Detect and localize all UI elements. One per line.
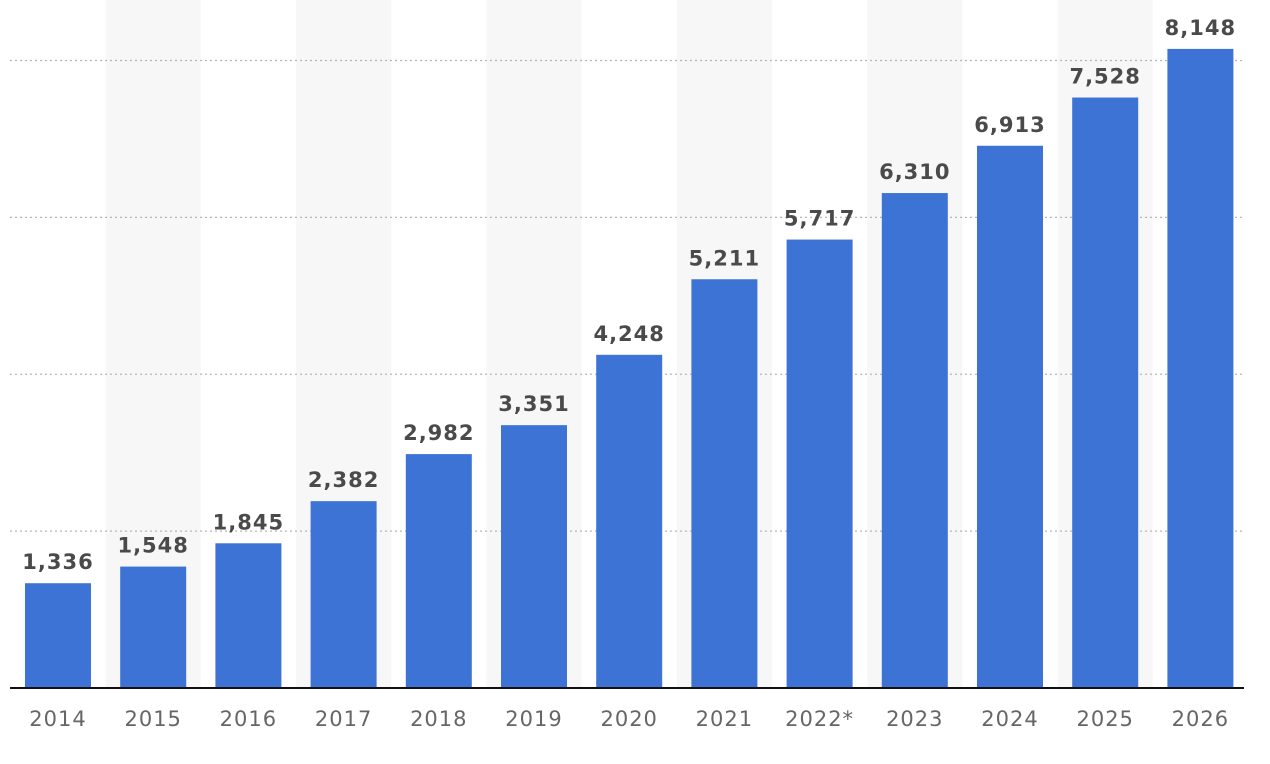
x-tick-label: 2023 (886, 707, 943, 731)
value-label: 1,336 (22, 550, 93, 574)
x-tick-label: 2019 (505, 707, 562, 731)
x-tick-label: 2025 (1076, 707, 1133, 731)
value-label: 3,351 (498, 392, 569, 416)
bars (25, 48, 1234, 689)
value-label: 8,148 (1165, 16, 1236, 40)
value-label: 6,310 (879, 160, 950, 184)
x-tick-label: 2018 (410, 707, 467, 731)
value-label: 2,982 (403, 421, 474, 445)
x-tick-label: 2026 (1172, 707, 1229, 731)
bar-2021 (691, 279, 758, 688)
x-tick-label: 2015 (124, 707, 181, 731)
bar-2020 (596, 354, 663, 688)
bar-2022 (786, 239, 853, 688)
x-tick-label: 2021 (696, 707, 753, 731)
bar-2015 (120, 566, 187, 688)
bar-2019 (501, 425, 567, 688)
bar-2023 (881, 193, 948, 688)
x-tick-label: 2016 (220, 707, 277, 731)
x-tick-label: 2014 (29, 707, 86, 731)
x-tick-label: 2020 (600, 707, 657, 731)
value-label: 5,717 (784, 207, 855, 231)
x-tick-label: 2024 (981, 707, 1038, 731)
bar-2026 (1167, 48, 1234, 689)
value-label: 4,248 (593, 322, 664, 346)
bar-2016 (215, 543, 282, 688)
value-label: 1,548 (117, 534, 188, 558)
value-label: 5,211 (689, 246, 760, 270)
bar-2025 (1072, 97, 1139, 688)
value-label: 6,913 (974, 113, 1045, 137)
value-labels: 1,336 1,548 1,845 2,382 2,982 3,351 4,248 5,211… (22, 16, 1236, 574)
value-label: 2,382 (308, 468, 379, 492)
x-tick-label: 2022* (785, 707, 854, 731)
x-tick-labels: 2014 2015 2016 2017 2018 2019 2020 2021 2022* 202… (29, 707, 1229, 731)
x-tick-label: 2017 (315, 707, 372, 731)
value-label: 1,845 (213, 510, 284, 534)
bar-2017 (310, 501, 377, 688)
bar-2014 (25, 583, 91, 688)
value-label: 7,528 (1069, 65, 1140, 89)
bar-2024 (977, 145, 1043, 688)
bar-2018 (405, 454, 472, 688)
